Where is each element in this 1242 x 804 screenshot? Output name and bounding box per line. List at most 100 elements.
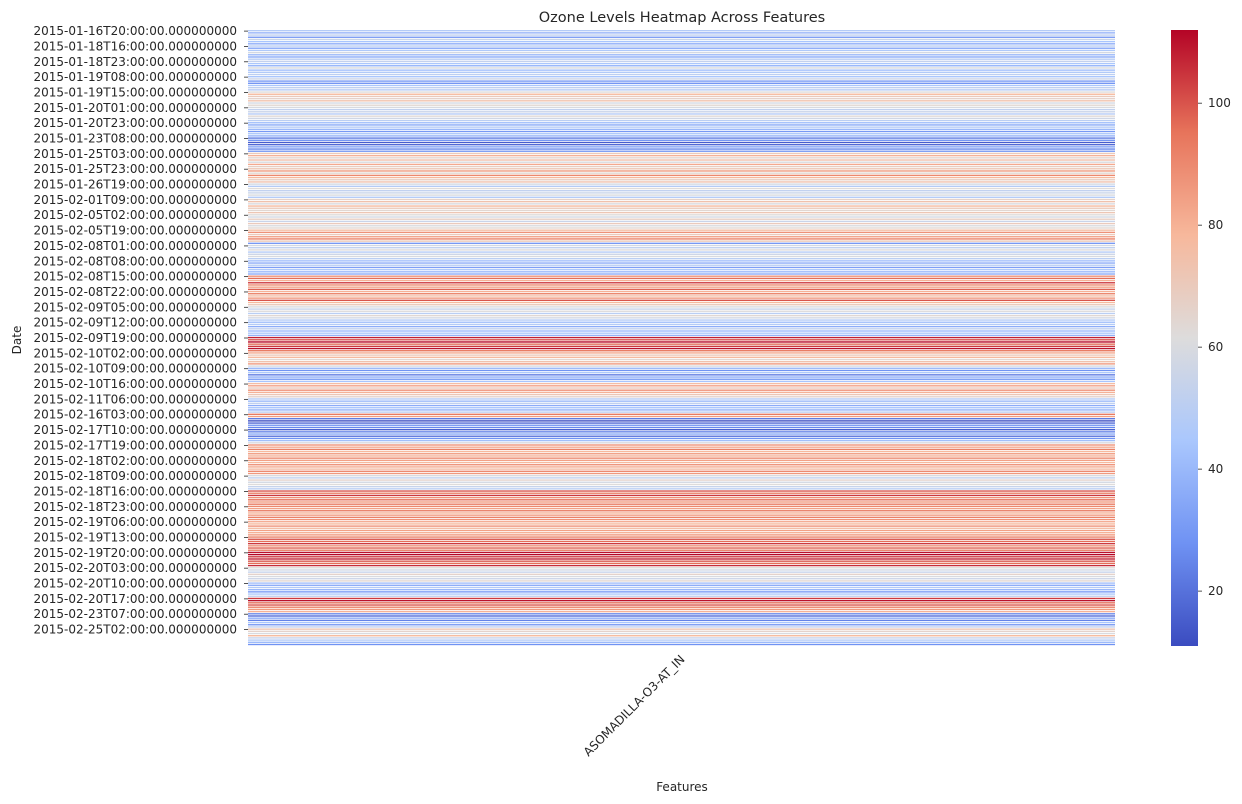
heatmap-cell [248, 428, 1115, 431]
heatmap-cell [248, 367, 1115, 369]
y-tick-label: 2015-02-19T20:00:00.000000000 [34, 546, 238, 560]
heatmap-cell [248, 341, 1115, 343]
heatmap-cell [248, 308, 1115, 310]
y-tick-label: 2015-02-19T06:00:00.000000000 [34, 515, 238, 529]
y-tick-label: 2015-02-20T17:00:00.000000000 [34, 592, 238, 606]
heatmap-cell [248, 43, 1115, 45]
y-tick-label: 2015-02-10T09:00:00.000000000 [34, 362, 238, 376]
y-tick-label: 2015-01-25T03:00:00.000000000 [34, 147, 238, 161]
heatmap-cell [248, 330, 1115, 332]
heatmap-cell [248, 407, 1115, 409]
heatmap-cell [248, 643, 1115, 646]
heatmap-cell [248, 135, 1115, 137]
heatmap-cell [248, 564, 1115, 567]
heatmap-cell [248, 584, 1115, 586]
heatmap-cell [248, 328, 1115, 330]
heatmap-cell [248, 422, 1115, 424]
heatmap-cell [248, 54, 1115, 56]
colorbar-tick-label: 40 [1208, 462, 1223, 476]
y-tick-label: 2015-02-18T23:00:00.000000000 [34, 500, 238, 514]
y-tick-label: 2015-02-20T10:00:00.000000000 [34, 577, 238, 591]
heatmap-cell [248, 310, 1115, 312]
heatmap-cell [248, 387, 1115, 389]
heatmap-cell [248, 488, 1115, 490]
heatmap-cell [248, 532, 1115, 534]
heatmap-cell [248, 146, 1115, 148]
heatmap-cell [248, 36, 1115, 38]
heatmap-cell [248, 209, 1115, 212]
heatmap-cell [248, 91, 1115, 93]
heatmap-cell [248, 549, 1115, 551]
heatmap-cell [248, 382, 1115, 385]
heatmap-cell [248, 86, 1115, 89]
heatmap-cell [248, 562, 1115, 565]
chart-title: Ozone Levels Heatmap Across Features [539, 10, 826, 26]
heatmap-cell [248, 437, 1115, 440]
heatmap-cell [248, 251, 1115, 253]
y-tick-label: 2015-02-18T09:00:00.000000000 [34, 469, 238, 483]
heatmap-cell [248, 89, 1115, 91]
heatmap-cell [248, 404, 1115, 407]
heatmap-cell [248, 277, 1115, 280]
heatmap-cell [248, 376, 1115, 378]
heatmap-cell [248, 45, 1115, 47]
heatmap-cell [248, 222, 1115, 225]
heatmap-cell [248, 163, 1115, 166]
heatmap-cell [248, 336, 1115, 339]
heatmap-cell [248, 560, 1115, 562]
y-tick-label: 2015-02-08T15:00:00.000000000 [34, 270, 238, 284]
heatmap-cell [248, 268, 1115, 271]
heatmap-cell [248, 608, 1115, 611]
heatmap-cell [248, 393, 1115, 396]
heatmap-cell [248, 630, 1115, 633]
heatmap-cell [248, 257, 1115, 260]
heatmap-cell [248, 418, 1115, 420]
heatmap-cell [248, 49, 1115, 52]
heatmap-cell [248, 512, 1115, 514]
heatmap-cell [248, 380, 1115, 383]
heatmap-cell [248, 30, 1115, 32]
heatmap-cell [248, 312, 1115, 315]
heatmap-cell [248, 354, 1115, 356]
heatmap-cell [248, 371, 1115, 374]
heatmap-cell [248, 525, 1115, 527]
heatmap-cell [248, 122, 1115, 124]
heatmap-cell [248, 503, 1115, 505]
heatmap-cell [248, 32, 1115, 34]
y-tick-label: 2015-02-08T08:00:00.000000000 [34, 254, 238, 268]
heatmap-cell [248, 137, 1115, 139]
heatmap-cell [248, 67, 1115, 69]
heatmap-cell [248, 378, 1115, 380]
heatmap-cell [248, 104, 1115, 106]
heatmap-cell [248, 304, 1115, 306]
heatmap-cell [248, 51, 1115, 54]
heatmap-cell [248, 391, 1115, 394]
heatmap-cell [248, 113, 1115, 115]
heatmap-cell [248, 150, 1115, 152]
heatmap-cell [248, 514, 1115, 516]
heatmap-cell [248, 207, 1115, 209]
heatmap-cell [248, 604, 1115, 606]
heatmap-cell [248, 183, 1115, 185]
heatmap-cell [248, 139, 1115, 141]
heatmap-cell [248, 547, 1115, 549]
heatmap-cell [248, 284, 1115, 286]
heatmap-cell [248, 172, 1115, 174]
y-tick-label: 2015-01-20T01:00:00.000000000 [34, 101, 238, 115]
heatmap-cell [248, 545, 1115, 547]
heatmap-cell [248, 613, 1115, 615]
heatmap-cell [248, 521, 1115, 523]
heatmap-cell [248, 299, 1115, 301]
y-tick-label: 2015-02-10T16:00:00.000000000 [34, 377, 238, 391]
heatmap-cell [248, 551, 1115, 554]
heatmap-cell [248, 102, 1115, 104]
heatmap-cell [248, 586, 1115, 589]
heatmap-cell [248, 499, 1115, 501]
heatmap-cell [248, 632, 1115, 635]
heatmap-cell [248, 260, 1115, 262]
heatmap-cell [248, 339, 1115, 341]
heatmap-cell [248, 214, 1115, 216]
heatmap-cell [248, 490, 1115, 492]
heatmap-cell [248, 288, 1115, 291]
